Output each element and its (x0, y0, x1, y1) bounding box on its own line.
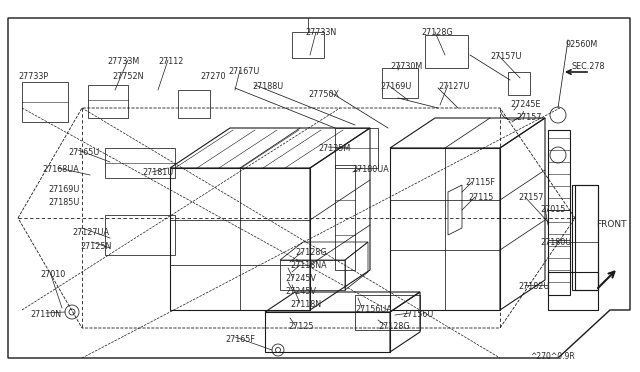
Text: 92560M: 92560M (566, 40, 598, 49)
Text: 27188U: 27188U (252, 82, 284, 91)
Text: 27128G: 27128G (421, 28, 452, 37)
Text: 27168UA: 27168UA (42, 165, 79, 174)
Text: 27125N: 27125N (80, 242, 111, 251)
Text: 27733N: 27733N (305, 28, 336, 37)
Text: 27125: 27125 (288, 322, 314, 331)
Text: 27169U: 27169U (48, 185, 79, 194)
Text: 27180UA: 27180UA (352, 165, 388, 174)
Text: 27156U: 27156U (402, 310, 433, 319)
Text: 27169U: 27169U (380, 82, 412, 91)
Text: 27115: 27115 (468, 193, 493, 202)
Text: 27128G: 27128G (378, 322, 410, 331)
Text: 27127UA: 27127UA (72, 228, 109, 237)
Text: 27270: 27270 (200, 72, 225, 81)
Text: 27157U: 27157U (490, 52, 522, 61)
Text: 27010: 27010 (40, 270, 65, 279)
Text: 27127U: 27127U (438, 82, 470, 91)
Text: 27157: 27157 (516, 113, 541, 122)
Text: 27165U: 27165U (68, 148, 99, 157)
Text: 27118NA: 27118NA (290, 261, 326, 270)
Text: 27115F: 27115F (465, 178, 495, 187)
Text: 27015: 27015 (540, 205, 565, 214)
Text: 27112: 27112 (158, 57, 184, 66)
Text: 27185U: 27185U (48, 198, 79, 207)
Text: 27182U: 27182U (518, 282, 549, 291)
Text: 27165F: 27165F (225, 335, 255, 344)
Text: 27118N: 27118N (290, 300, 321, 309)
Text: 27752N: 27752N (112, 72, 143, 81)
Text: 27733P: 27733P (18, 72, 48, 81)
Text: ^270^0.9R: ^270^0.9R (530, 352, 575, 361)
Text: SEC.278: SEC.278 (572, 62, 605, 71)
Text: 27245V: 27245V (285, 287, 316, 296)
Text: FRONT: FRONT (596, 220, 627, 229)
Text: 27135M: 27135M (318, 144, 350, 153)
Text: 27157: 27157 (518, 193, 543, 202)
Text: 27110N: 27110N (30, 310, 61, 319)
Text: 27750X: 27750X (308, 90, 339, 99)
Text: 27128G: 27128G (295, 248, 326, 257)
Text: 27730M: 27730M (390, 62, 422, 71)
Text: 27181U: 27181U (142, 168, 173, 177)
Text: 27167U: 27167U (228, 67, 259, 76)
Text: 27156UA: 27156UA (355, 305, 392, 314)
Text: 27733M: 27733M (107, 57, 140, 66)
Text: 27245V: 27245V (285, 274, 316, 283)
Text: 27180U: 27180U (540, 238, 572, 247)
Text: 27245E: 27245E (510, 100, 541, 109)
